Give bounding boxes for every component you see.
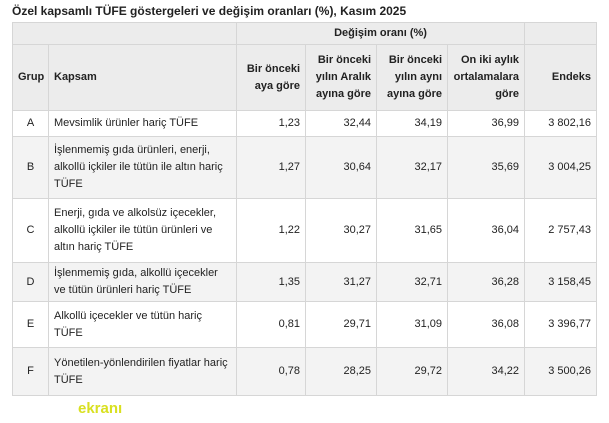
table-cell: C bbox=[12, 198, 49, 263]
table-cell: 31,27 bbox=[305, 262, 377, 302]
table-body: A Mevsimlik ürünler hariç TÜFE 1,23 32,44 34… bbox=[12, 110, 598, 396]
table-cell: A bbox=[12, 110, 49, 137]
table-cell: 3 158,45 bbox=[524, 262, 598, 302]
column-header: Bir önceki yılın Aralık ayına göre bbox=[305, 44, 377, 111]
table-cell: 32,71 bbox=[376, 262, 448, 302]
table-cell: 36,04 bbox=[446, 198, 526, 263]
data-table: Değişim oranı (%) Grup Kapsam Bir önceki ay… bbox=[12, 22, 598, 396]
table-cell: 0,78 bbox=[236, 347, 306, 396]
table-cell: 36,08 bbox=[446, 301, 526, 348]
table-cell: 36,99 bbox=[446, 110, 526, 137]
table-cell: Alkollü içecekler ve tütün hariç TÜFE bbox=[48, 301, 237, 348]
table-cell: 29,71 bbox=[305, 301, 377, 348]
table-cell: 29,72 bbox=[376, 347, 448, 396]
table-cell: 28,25 bbox=[305, 347, 377, 396]
table-row: B İşlenmemiş gıda ürünleri, enerji, alkol… bbox=[12, 136, 598, 199]
table-cell: F bbox=[12, 347, 49, 396]
table-cell: 36,28 bbox=[446, 262, 526, 302]
logo: ekranı bbox=[78, 400, 123, 417]
table-cell: 32,17 bbox=[376, 136, 448, 199]
table-cell: 1,22 bbox=[236, 198, 306, 263]
table-row: D İşlenmemiş gıda, alkollü içecekler ve t… bbox=[12, 262, 598, 302]
table-cell: 3 004,25 bbox=[524, 136, 598, 199]
table-cell: 34,22 bbox=[446, 347, 526, 396]
column-header: On iki aylık ortalamalara göre bbox=[446, 44, 526, 111]
table-cell: 1,27 bbox=[236, 136, 306, 199]
column-header: Kapsam bbox=[48, 44, 237, 111]
column-header: Endeks bbox=[524, 44, 598, 111]
table-cell: Mevsimlik ürünler hariç TÜFE bbox=[48, 110, 237, 137]
table-row: C Enerji, gıda ve alkolsüz içecekler, alk… bbox=[12, 198, 598, 263]
header-row: Grup Kapsam Bir önceki aya göre Bir önceki … bbox=[12, 44, 598, 111]
table-header: Değişim oranı (%) Grup Kapsam Bir önceki ay… bbox=[12, 22, 598, 111]
table-cell: B bbox=[12, 136, 49, 199]
table-cell: İşlenmemiş gıda ürünleri, enerji, alkoll… bbox=[48, 136, 237, 199]
table-cell: 34,19 bbox=[376, 110, 448, 137]
table-cell: 3 802,16 bbox=[524, 110, 598, 137]
table-cell: 30,27 bbox=[305, 198, 377, 263]
group-header: Değişim oranı (%) bbox=[235, 22, 526, 45]
table-cell: 2 757,43 bbox=[524, 198, 598, 263]
table-cell: İşlenmemiş gıda, alkollü içecekler ve tü… bbox=[48, 262, 237, 302]
header-row: Değişim oranı (%) bbox=[12, 22, 598, 45]
table-cell: Enerji, gıda ve alkolsüz içecekler, alko… bbox=[48, 198, 237, 263]
table-cell: Yönetilen-yönlendirilen fiyatlar hariç T… bbox=[48, 347, 237, 396]
header-cell bbox=[12, 22, 237, 45]
table-cell: 35,69 bbox=[446, 136, 526, 199]
table-cell: 30,64 bbox=[305, 136, 377, 199]
table-cell: E bbox=[12, 301, 49, 348]
table-cell: 32,44 bbox=[305, 110, 377, 137]
column-header: Bir önceki aya göre bbox=[236, 44, 306, 111]
table-cell: 31,09 bbox=[376, 301, 448, 348]
table-title: Özel kapsamlı TÜFE göstergeleri ve değiş… bbox=[12, 4, 407, 18]
table-row: F Yönetilen-yönlendirilen fiyatlar hariç … bbox=[12, 347, 598, 396]
header-cell bbox=[524, 22, 598, 45]
table-cell: 0,81 bbox=[236, 301, 306, 348]
table-row: E Alkollü içecekler ve tütün hariç TÜFE 0,… bbox=[12, 301, 598, 348]
table-cell: D bbox=[12, 262, 49, 302]
table-cell: 31,65 bbox=[376, 198, 448, 263]
column-header: Grup bbox=[12, 44, 49, 111]
table-cell: 3 396,77 bbox=[524, 301, 598, 348]
table-cell: 1,23 bbox=[236, 110, 306, 137]
table-row: A Mevsimlik ürünler hariç TÜFE 1,23 32,44 34… bbox=[12, 110, 598, 137]
column-header: Bir önceki yılın aynı ayına göre bbox=[376, 44, 448, 111]
table-cell: 1,35 bbox=[236, 262, 306, 302]
table-cell: 3 500,26 bbox=[524, 347, 598, 396]
